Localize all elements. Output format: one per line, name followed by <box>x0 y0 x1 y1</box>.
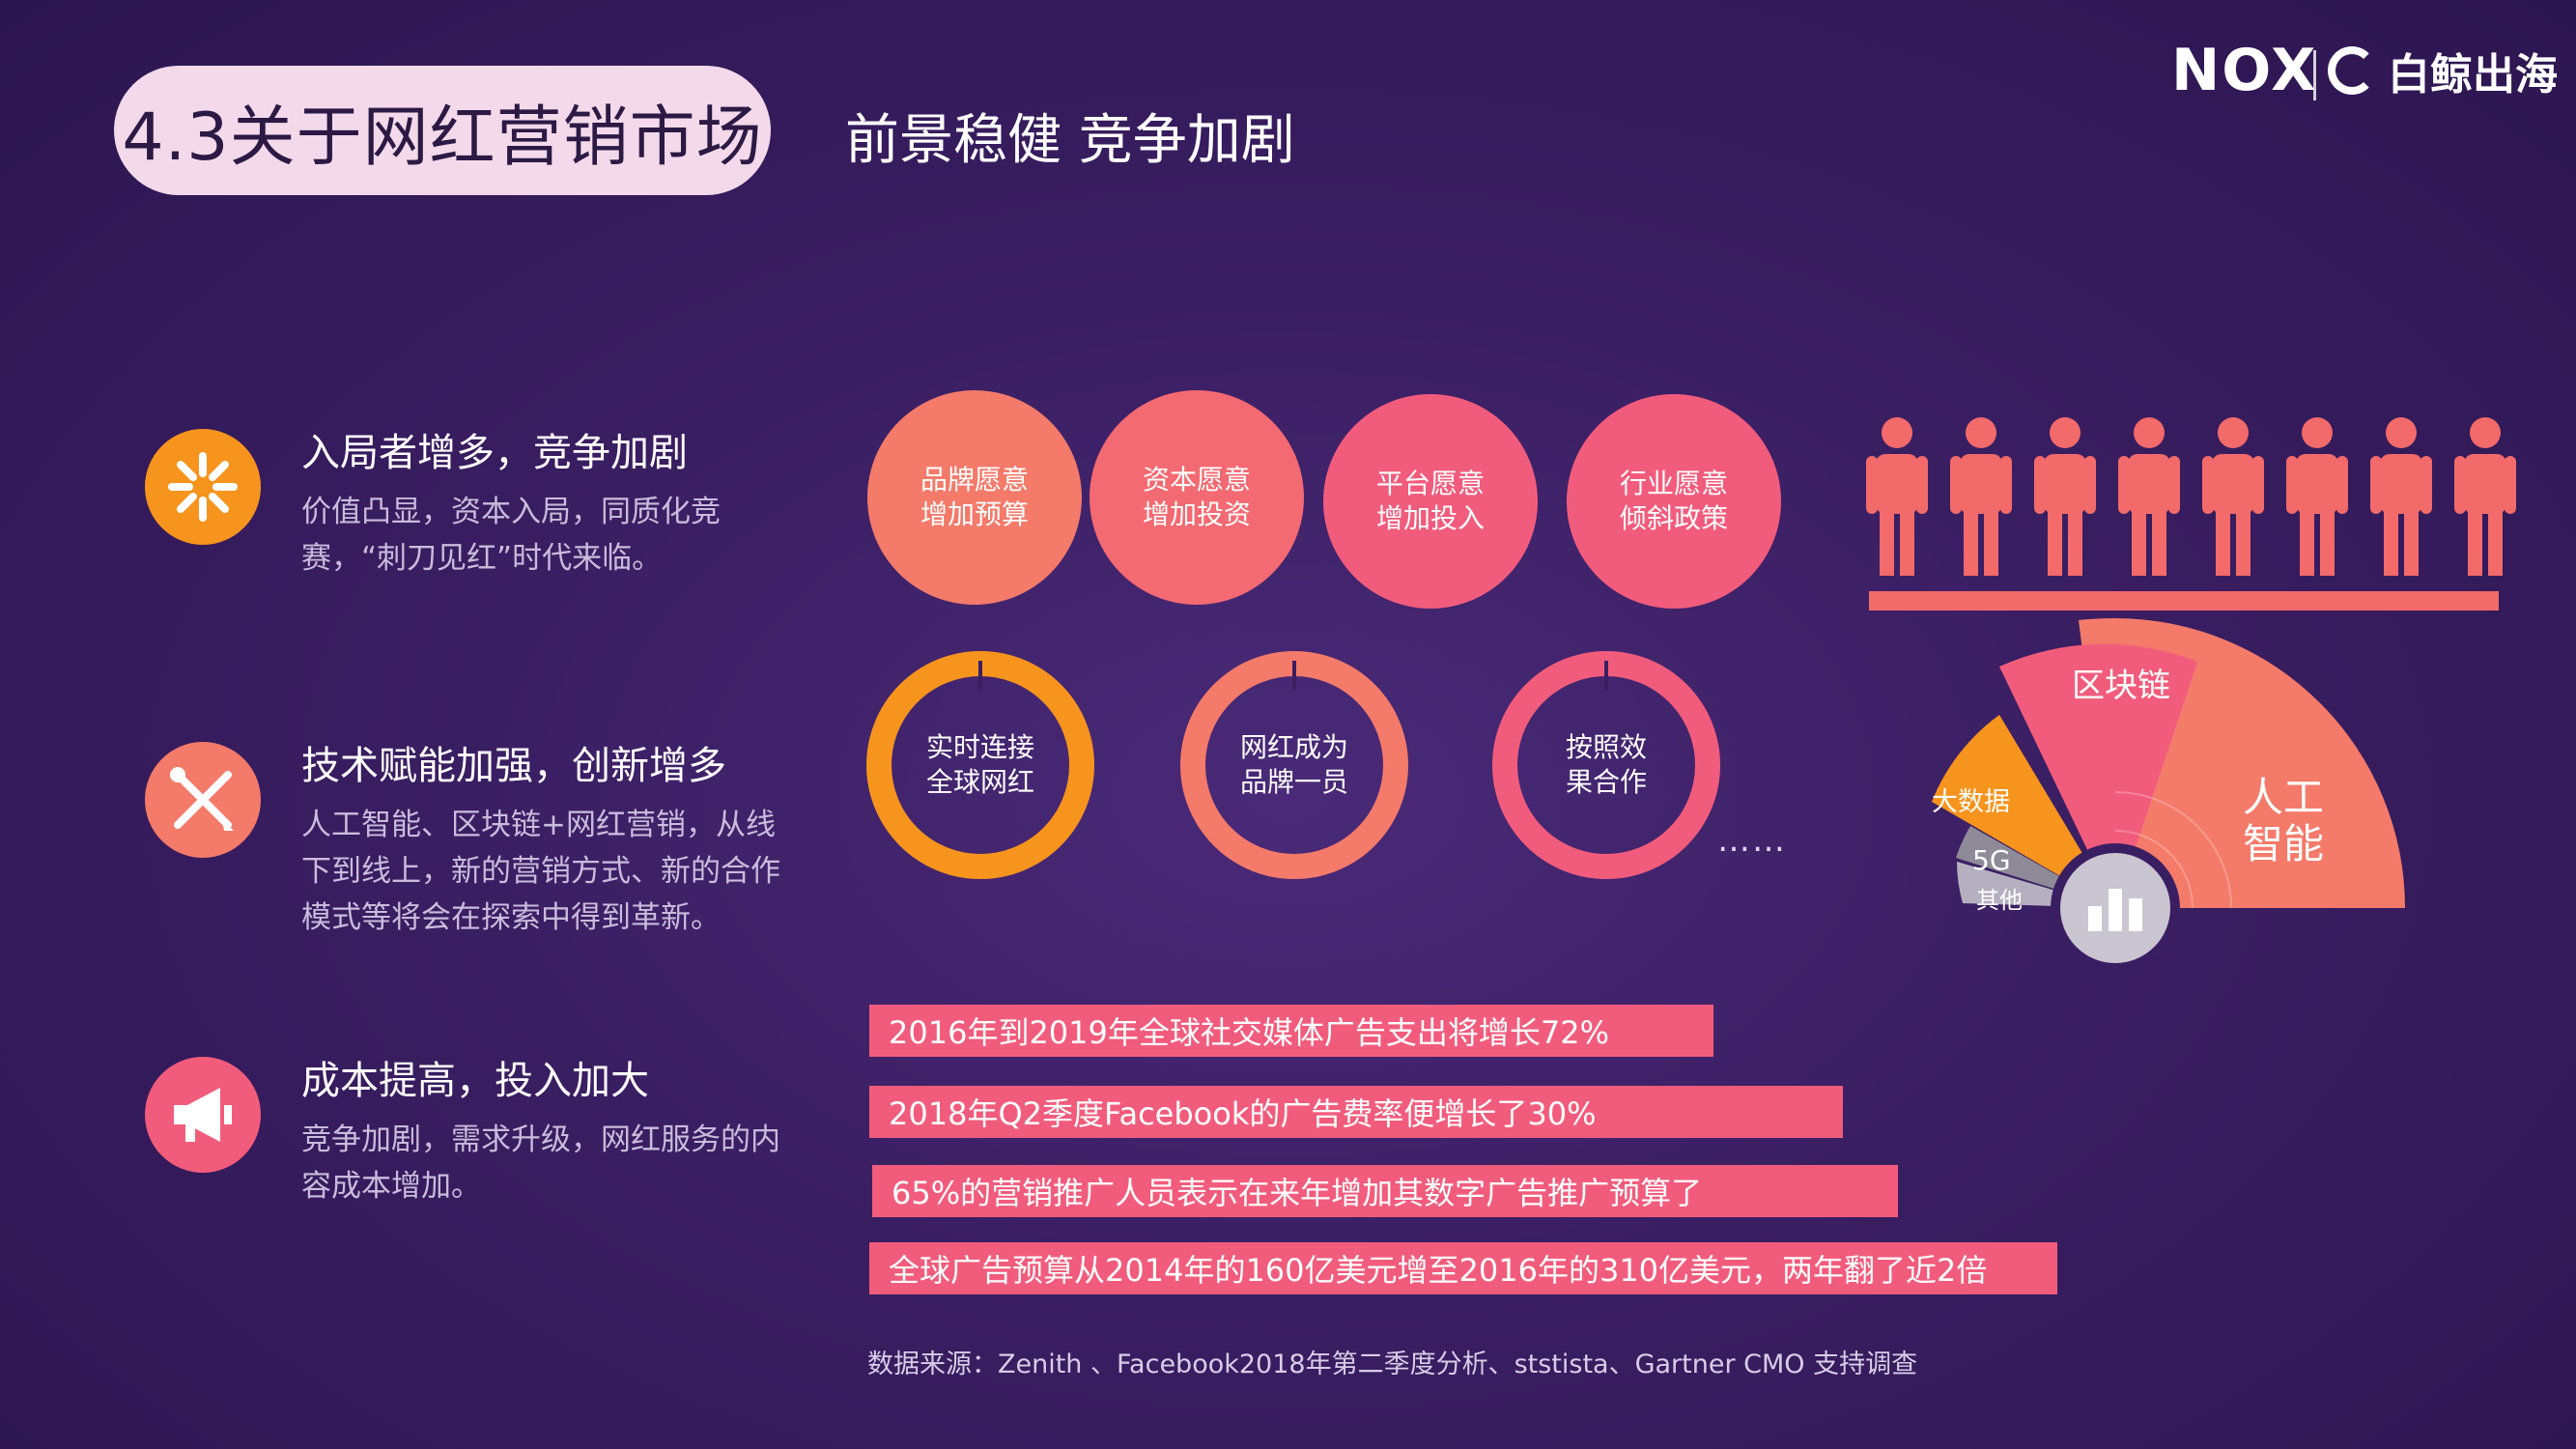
bubble-label: 增加投入 <box>1375 502 1485 534</box>
ring-label: 全球网红 <box>925 766 1034 798</box>
bubble-label: 增加投资 <box>1142 498 1251 530</box>
bubble-label: 倾斜政策 <box>1619 502 1728 534</box>
page-subtitle: 前景稳健 竞争加剧 <box>845 109 1295 172</box>
person-icon <box>2034 417 2096 576</box>
people-row <box>1845 415 2521 580</box>
bubble-label: 行业愿意 <box>1619 468 1728 499</box>
section-title: 4.3关于网红营销市场 <box>122 99 763 176</box>
people-baseline <box>1869 591 2499 611</box>
fan-label-ai-line: 智能 <box>2243 820 2325 867</box>
bubble-label: 品牌愿意 <box>920 464 1029 496</box>
person-icon <box>1866 417 1928 576</box>
feature-description: 人工智能、区块链+网红营销，从线下到线上，新的营销方式、新的合作模式等将会在探索… <box>301 808 780 935</box>
tools-icon <box>145 742 261 858</box>
ring-label: 品牌一员 <box>1239 766 1348 798</box>
ring-label: 网红成为 <box>1239 731 1348 763</box>
ring-influencer-brand: 网红成为 品牌一员 <box>1178 649 1410 881</box>
bar-chart-icon <box>2088 889 2142 931</box>
bubble-label: 增加预算 <box>920 498 1029 530</box>
brand-logo: 白鲸出海 <box>2328 43 2558 99</box>
fan-label-blockchain: 区块链 <box>2072 667 2170 705</box>
feature-title: 成本提高，投入加大 <box>301 1059 649 1103</box>
section-title-pill: 4.3关于网红营销市场 <box>114 66 771 195</box>
fan-label-bigdata: 大数据 <box>1932 787 2010 817</box>
data-source-note: 数据来源：Zenith 、Facebook2018年第二季度分析、ststist… <box>867 1350 1918 1379</box>
bubble-industry-policy: 行业愿意 倾斜政策 <box>1567 394 1781 609</box>
bubble-brand-budget: 品牌愿意 增加预算 <box>867 390 1082 605</box>
fan-segment-blockchain <box>1999 643 2197 908</box>
ring-performance-coop: 按照效 果合作 <box>1490 649 1722 881</box>
bubble-platform-invest: 平台愿意 增加投入 <box>1323 394 1538 609</box>
feature-description: 竞争加剧，需求升级，网红服务的内容成本增加。 <box>301 1122 780 1204</box>
tech-fan-diagram: 区块链 大数据 5G 其他 人工 智能 <box>1922 609 2444 976</box>
person-icon <box>2454 417 2516 576</box>
fan-label-ai: 人工 智能 <box>2243 775 2324 867</box>
stat-bar: 2016年到2019年全球社交媒体广告支出将增长72% <box>869 1005 1713 1057</box>
brand-logo-text: 白鲸出海 <box>2388 50 2558 99</box>
person-icon <box>2286 417 2348 576</box>
bubble-capital-invest: 资本愿意 增加投资 <box>1090 390 1304 605</box>
person-icon <box>2118 417 2180 576</box>
nox-logo: NOX <box>2171 37 2318 104</box>
feature-title: 技术赋能加强，创新增多 <box>301 744 726 788</box>
stat-bar: 2018年Q2季度Facebook的广告费率便增长了30% <box>869 1086 1843 1138</box>
whale-logo-icon <box>2328 46 2376 95</box>
fan-label-ai-line: 人工 <box>2243 774 2325 821</box>
logo-divider <box>2313 50 2316 100</box>
fan-label-other: 其他 <box>1976 887 2023 914</box>
ring-realtime-connect: 实时连接 全球网红 <box>864 649 1096 881</box>
megaphone-icon <box>145 1057 261 1173</box>
feature-title: 入局者增多，竞争加剧 <box>301 431 688 475</box>
ring-label: 按照效 <box>1565 731 1647 763</box>
ring-label: 实时连接 <box>925 731 1034 763</box>
fan-label-5g: 5G <box>1972 844 2011 876</box>
feature-description: 价值凸显，资本入局，同质化竞赛，“刺刀见红”时代来临。 <box>301 495 721 576</box>
person-icon <box>1950 417 2012 576</box>
bubble-label: 资本愿意 <box>1142 464 1251 496</box>
bubble-label: 平台愿意 <box>1375 468 1485 499</box>
fan-segment-bigdata <box>1932 715 2115 908</box>
ellipsis: …… <box>1717 821 1787 860</box>
stat-bar: 65%的营销推广人员表示在来年增加其数字广告推广预算了 <box>872 1165 1898 1217</box>
stat-bar: 全球广告预算从2014年的160亿美元增至2016年的310亿美元，两年翻了近2… <box>869 1242 2057 1294</box>
person-icon <box>2202 417 2264 576</box>
ring-label: 果合作 <box>1565 766 1647 798</box>
sunburst-icon <box>145 429 261 545</box>
person-icon <box>2370 417 2432 576</box>
